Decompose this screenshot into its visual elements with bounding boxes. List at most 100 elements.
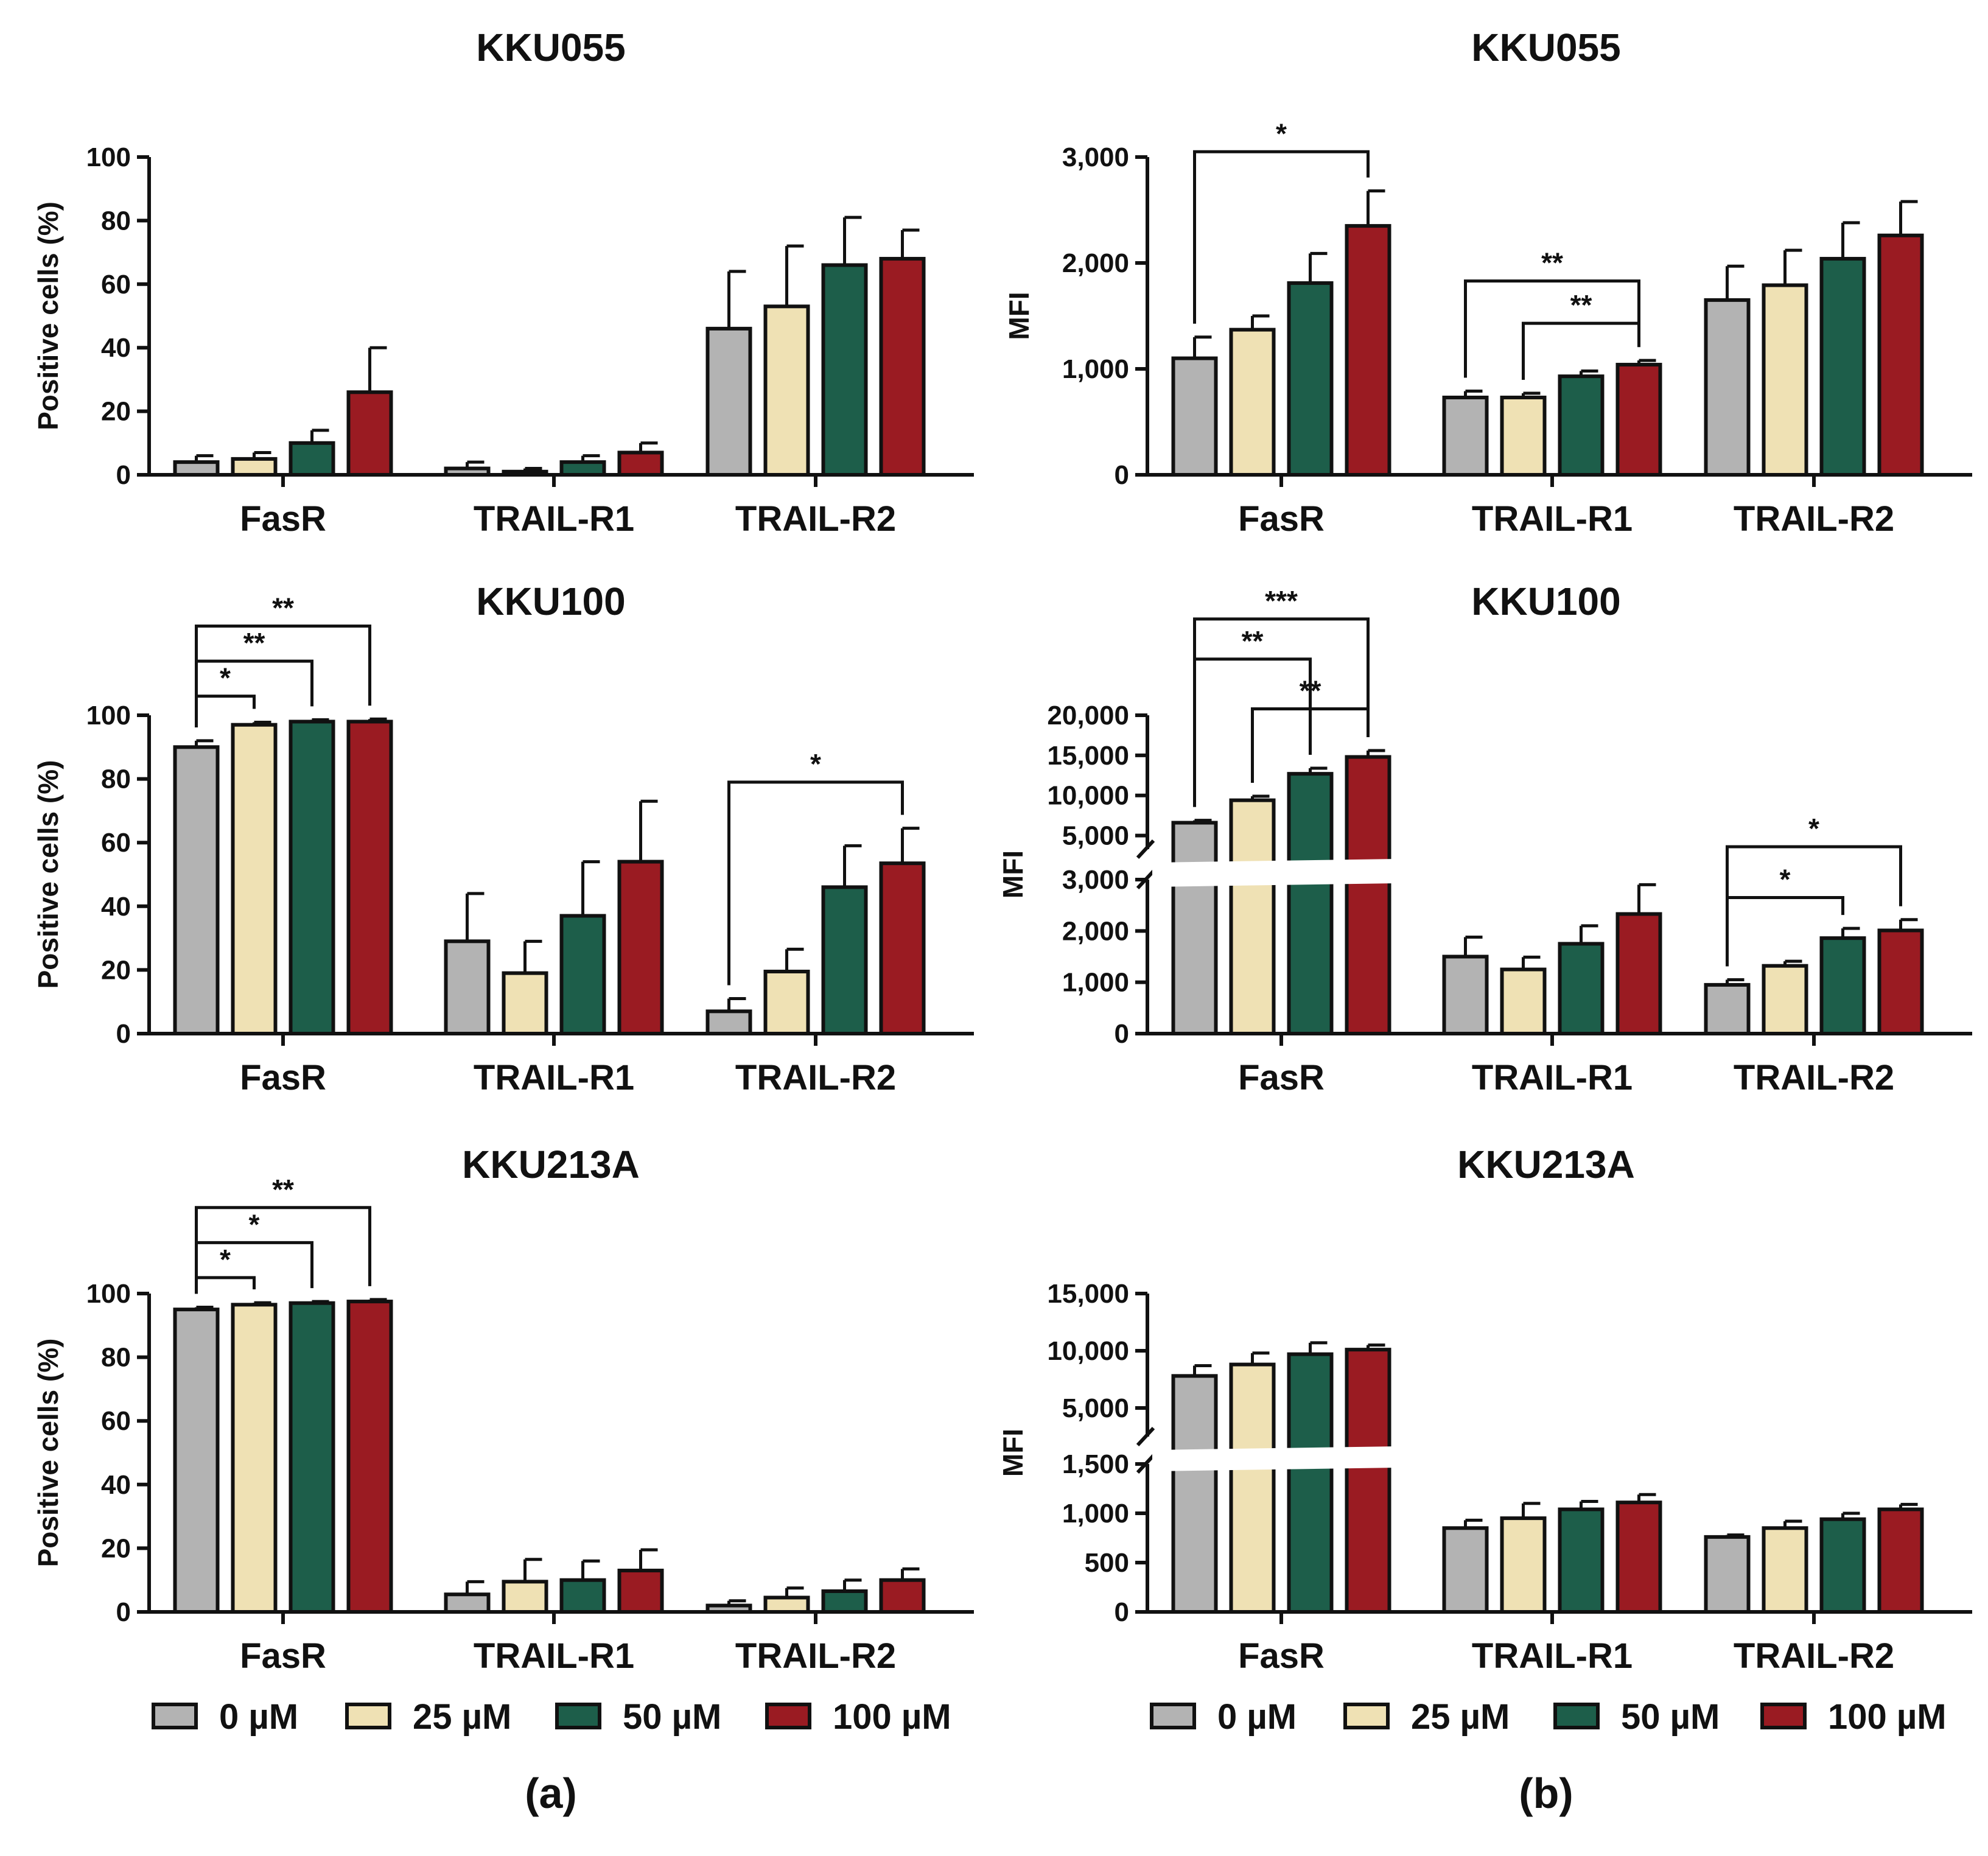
significance-bracket [1464,279,1640,378]
bar [1345,224,1391,477]
y-tick-label: 100 [86,701,131,730]
bar [1704,1535,1751,1614]
y-tick-label: 3,000 [1062,865,1129,895]
x-tick-label: TRAIL-R1 [1472,1058,1633,1098]
bar [1615,912,1662,1035]
significance-bracket [1726,845,1902,967]
legend-b: 0 µM 25 µM 50 µM 100 µM [1150,1697,1947,1737]
y-axis-label: Positive cells (%) [32,201,64,430]
y-tick-label: 60 [101,270,131,299]
significance-label: ** [1541,247,1563,279]
panel-label-b: (b) [1519,1770,1573,1817]
significance-label: * [249,1208,260,1240]
y-tick-label: 0 [116,460,131,490]
significance-label: ** [272,592,294,624]
x-tick-label: FasR [240,1636,326,1676]
significance-label: * [1780,864,1791,895]
bar [1615,363,1662,477]
significance-bracket [195,1206,371,1294]
bar [444,466,491,477]
bar [1819,257,1866,477]
y-tick-label: 2,000 [1062,916,1129,946]
bar [1762,964,1808,1036]
y-tick-label: 0 [116,1019,131,1049]
chart-a-kku100: KKU100 Positive cells (%) 0 20 40 60 80 100 FasR… [32,580,974,1098]
legend-swatch-25um [1343,1703,1390,1729]
y-tick-label: 0 [1115,1597,1129,1627]
x-tick-label: FasR [240,1058,326,1098]
significance-bracket [195,695,256,727]
bar [763,304,810,477]
x-tick-label: TRAIL-R1 [474,1636,634,1676]
axis-break-gap [1152,850,1972,887]
y-tick-label: 40 [101,1470,131,1500]
bar [1558,942,1605,1035]
bar [1171,356,1218,477]
y-tick-label: 10,000 [1047,781,1129,811]
significance-label: ** [1570,289,1592,321]
significance-label: ** [1242,625,1264,657]
bar [617,860,664,1035]
bar [1558,374,1605,477]
x-tick-label: FasR [1238,1636,1325,1676]
chart-b-kku055: KKU055 MFI 0 1,000 2,000 3,000 FasR TRAIL-R1 TRA… [1003,26,1972,539]
bar [1558,1507,1605,1614]
bar [231,1303,278,1614]
y-tick-label: 1,000 [1062,354,1129,384]
bar [821,885,868,1036]
bar [346,390,393,477]
chart-title: KKU100 [476,580,625,623]
bar [559,1578,606,1614]
bar [1877,1507,1924,1614]
bar [1500,967,1547,1036]
x-tick-label: TRAIL-R1 [1472,499,1633,539]
y-tick-label: 20 [101,955,131,985]
bar [1704,982,1751,1035]
bar [705,326,752,477]
bar [1229,327,1276,477]
legend-label-0um: 0 µM [1217,1697,1297,1737]
bar [502,971,548,1036]
bar [705,1009,752,1036]
y-tick-label: 2,000 [1062,248,1129,278]
legend-swatch-0um [1150,1703,1196,1729]
significance-bracket [195,625,371,727]
legend-label-50um: 50 µM [1621,1697,1720,1737]
bar [173,745,220,1036]
axis-break-mark [1136,1426,1155,1447]
bar [231,723,278,1035]
x-tick-label: TRAIL-R2 [735,1058,896,1098]
y-tick-label: 40 [101,333,131,363]
significance-label: ** [272,1174,294,1205]
bar [1615,1501,1662,1614]
y-tick-label: 3,000 [1062,142,1129,172]
y-tick-label: 40 [101,892,131,922]
bar [1704,298,1751,477]
x-tick-label: TRAIL-R2 [1734,1636,1894,1676]
y-tick-label: 1,000 [1062,1499,1129,1529]
bar [1500,1516,1547,1614]
bar [289,1301,335,1614]
y-tick-label: 60 [101,828,131,858]
bar [1442,954,1489,1035]
bar [705,1603,752,1614]
y-tick-label: 20 [101,1533,131,1563]
y-tick-label: 500 [1085,1548,1129,1578]
legend-swatch-100um [1760,1703,1807,1729]
bar [1345,755,1391,1036]
bar [1442,1526,1489,1614]
bar [1287,772,1334,1036]
bar [502,469,548,477]
x-tick-label: TRAIL-R2 [735,499,896,539]
chart-a-kku055: KKU055 Positive cells (%) 0 20 40 60 80 100 FasR… [32,26,974,539]
bar [879,861,926,1035]
chart-title: KKU055 [1471,26,1620,69]
chart-title: KKU213A [462,1143,640,1186]
y-axis-label: Positive cells (%) [32,1339,64,1567]
y-tick-label: 20 [101,397,131,427]
bar [502,1580,548,1614]
significance-bracket [195,1276,256,1294]
significance-label: * [220,662,231,694]
significance-label: * [220,1244,231,1275]
